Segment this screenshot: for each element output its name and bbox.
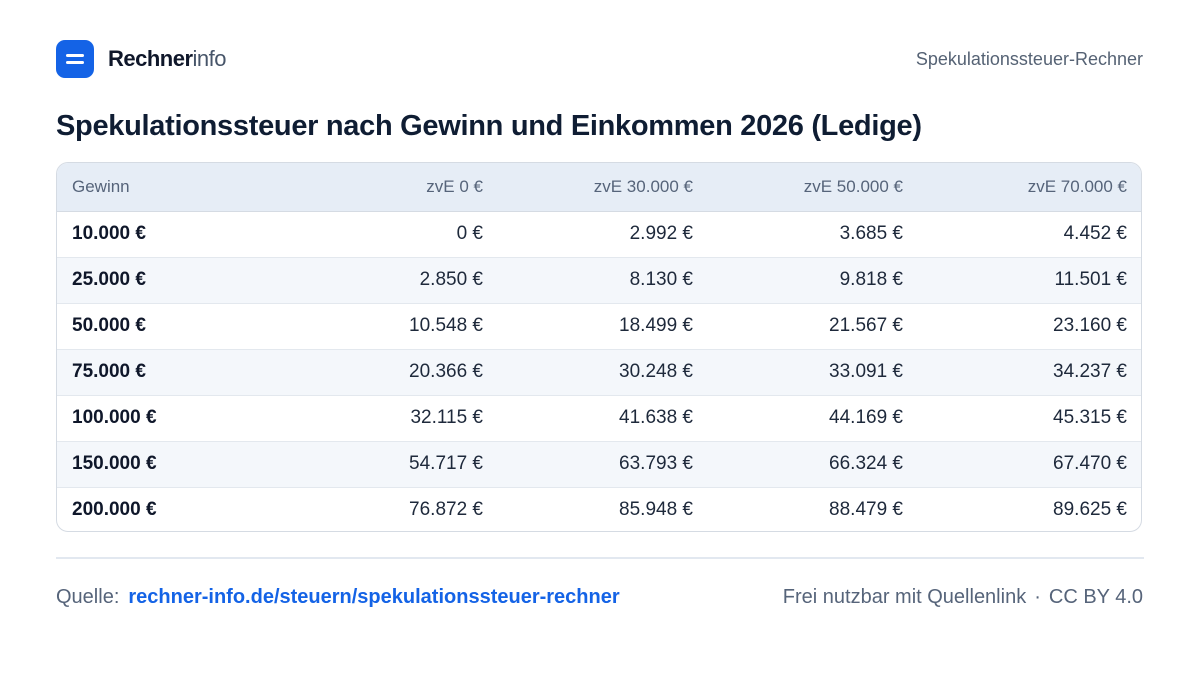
tax-cell: 20.366 € [289, 348, 499, 395]
table-row: 100.000 € 32.115 € 41.638 € 44.169 € 45.… [57, 394, 1141, 441]
row-gewinn-cell: 75.000 € [57, 348, 289, 395]
tax-cell: 8.130 € [499, 256, 709, 303]
table-header-row: Gewinn zvE 0 € zvE 30.000 € zvE 50.000 €… [57, 163, 1141, 212]
tax-cell: 3.685 € [839, 223, 903, 244]
tax-cell: 32.115 € [289, 394, 499, 441]
column-header-zve-0: zvE 0 € [289, 163, 499, 212]
tax-cell: 66.324 € [709, 440, 919, 487]
table-row: 200.000 € 76.872 € 85.948 € 88.479 € 89.… [57, 486, 1141, 531]
brand-name-light: info [192, 46, 227, 71]
tax-cell: 44.169 € [709, 394, 919, 441]
tax-cell: 0 € [456, 223, 483, 244]
source-label: Quelle: [56, 585, 120, 608]
tax-cell: 21.567 € [709, 302, 919, 349]
usage-note: Frei nutzbar mit Quellenlink [782, 585, 1027, 608]
tax-cell: 10.548 € [289, 302, 499, 349]
column-header-zve-30000: zvE 30.000 € [499, 163, 709, 212]
table-row: 25.000 € 2.850 € 8.130 € 9.818 € 11.501 … [57, 256, 1141, 303]
page-title: Spekulationssteuer nach Gewinn und Einko… [56, 110, 922, 142]
column-header-gewinn: Gewinn [57, 163, 289, 212]
rechnerinfo-logo-icon [56, 40, 94, 78]
footer-separator: · [1034, 585, 1041, 608]
brand-name: Rechnerinfo [108, 46, 227, 72]
column-header-zve-50000: zvE 50.000 € [709, 163, 919, 212]
row-gewinn-cell: 100.000 € [57, 394, 289, 441]
page-header: Rechnerinfo Spekulationssteuer-Rechner [56, 40, 1143, 78]
tax-cell: 9.818 € [709, 256, 919, 303]
tax-cell: 67.470 € [919, 440, 1141, 487]
page-footer: Quelle: rechner-info.de/steuern/spekulati… [56, 582, 1143, 612]
tax-cell: 33.091 € [709, 348, 919, 395]
license-note: Frei nutzbar mit Quellenlink · CC BY 4.0 [783, 586, 1143, 609]
tax-cell: 45.315 € [919, 394, 1141, 441]
column-header-zve-70000: zvE 70.000 € [919, 163, 1141, 212]
tax-cell: 85.948 € [499, 486, 709, 531]
brand-name-strong: Rechner [108, 46, 193, 71]
tax-cell: 4.452 € [1063, 223, 1127, 244]
tax-cell: 2.992 € [629, 223, 693, 244]
tax-cell: 54.717 € [289, 440, 499, 487]
tax-cell: 89.625 € [919, 486, 1141, 531]
tax-cell: 34.237 € [919, 348, 1141, 395]
calculator-name: Spekulationssteuer-Rechner [915, 48, 1143, 69]
tax-cell: 76.872 € [289, 486, 499, 531]
brand[interactable]: Rechnerinfo [56, 40, 227, 78]
tax-cell: 30.248 € [499, 348, 709, 395]
tax-cell: 11.501 € [919, 256, 1141, 303]
tax-cell: 2.850 € [289, 256, 499, 303]
table-row: 75.000 € 20.366 € 30.248 € 33.091 € 34.2… [57, 348, 1141, 395]
footer-divider [56, 557, 1144, 559]
tax-cell: 23.160 € [919, 302, 1141, 349]
source-link[interactable]: rechner-info.de/steuern/spekulationssteu… [128, 585, 620, 608]
table-row: 50.000 € 10.548 € 18.499 € 21.567 € 23.1… [57, 302, 1141, 349]
table-row: 150.000 € 54.717 € 63.793 € 66.324 € 67.… [57, 440, 1141, 487]
tax-cell: 88.479 € [709, 486, 919, 531]
row-gewinn-cell: 150.000 € [57, 440, 289, 487]
tax-table: Gewinn zvE 0 € zvE 30.000 € zvE 50.000 €… [56, 162, 1142, 532]
table-row: 10.000 € 0 € 2.992 € 3.685 € 4.452 € [57, 211, 1141, 257]
tax-cell: 18.499 € [499, 302, 709, 349]
source-attribution: Quelle: rechner-info.de/steuern/spekulati… [56, 586, 620, 609]
row-gewinn-cell: 50.000 € [57, 302, 289, 349]
tax-cell: 41.638 € [499, 394, 709, 441]
row-gewinn-cell: 10.000 € [72, 223, 146, 244]
license-label[interactable]: CC BY 4.0 [1048, 585, 1143, 608]
row-gewinn-cell: 25.000 € [57, 256, 289, 303]
tax-cell: 63.793 € [499, 440, 709, 487]
row-gewinn-cell: 200.000 € [57, 486, 289, 531]
